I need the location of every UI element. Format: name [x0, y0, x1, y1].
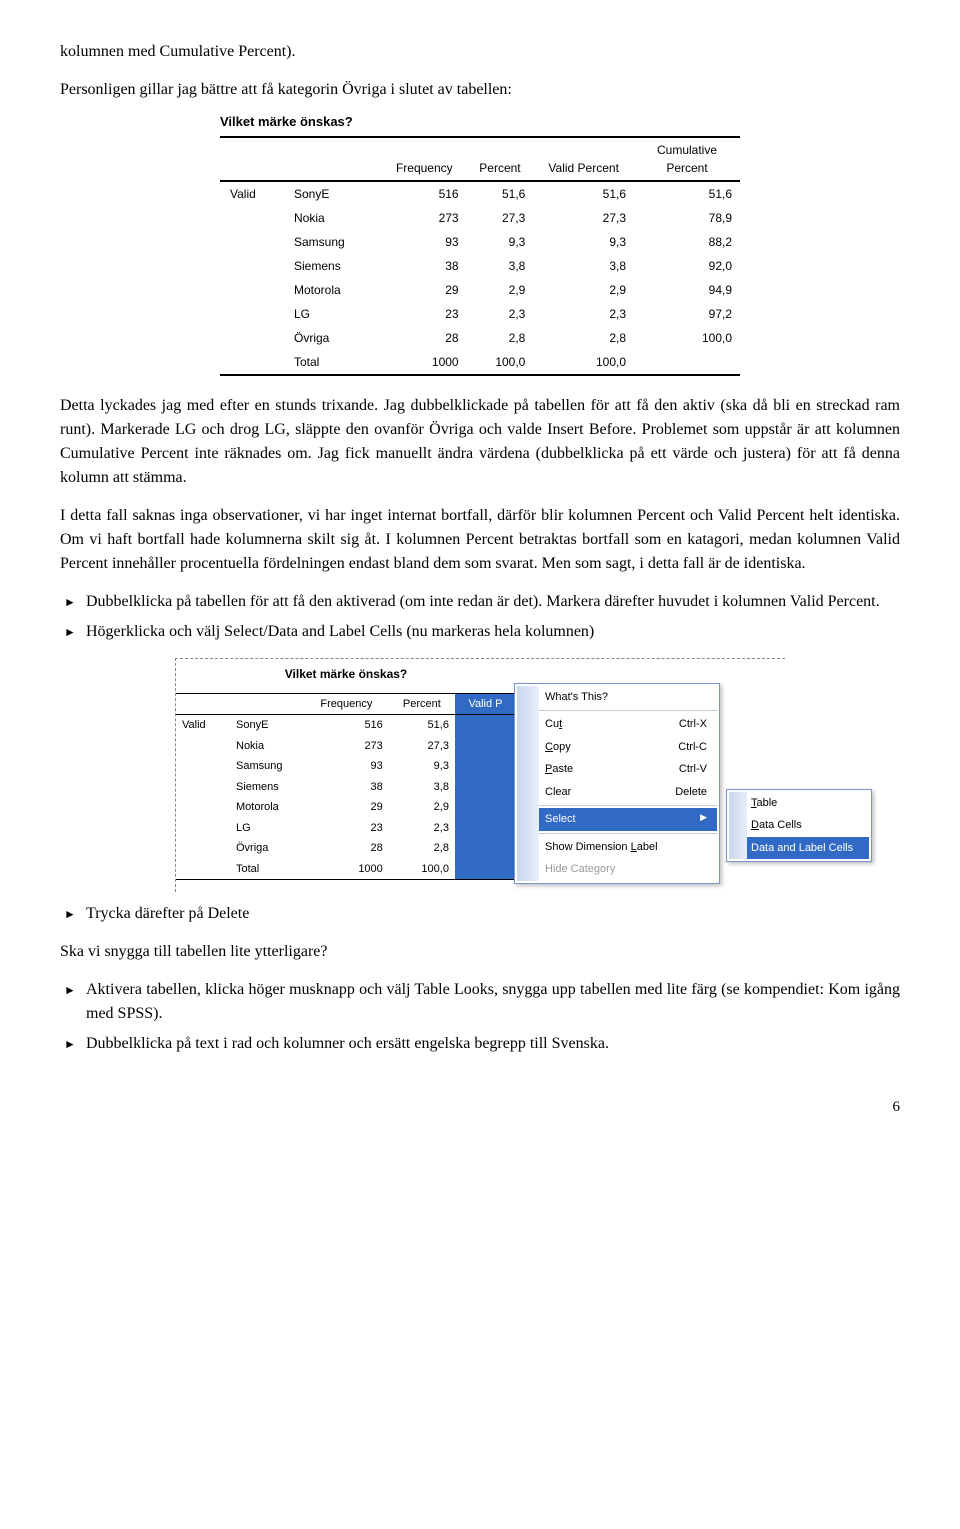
table-cell: 92,0	[634, 254, 740, 278]
table-cell: 94,9	[634, 278, 740, 302]
table-cell: 78,9	[634, 206, 740, 230]
submenu-item[interactable]: Table	[729, 792, 869, 815]
table-cell	[634, 350, 740, 375]
menu-item[interactable]: ClearDelete	[539, 781, 717, 804]
menu-item[interactable]: What's This?	[539, 686, 717, 709]
mock-col-frequency: Frequency	[304, 693, 389, 715]
table-row-label: Nokia	[286, 206, 382, 230]
bullet-list-2: Trycka därefter på Delete	[60, 902, 900, 926]
col-cumulative-percent: Cumulative Percent	[634, 137, 740, 181]
intro-line-1: kolumnen med Cumulative Percent).	[60, 40, 900, 64]
table-row-label: Motorola	[286, 278, 382, 302]
table-cell: 27,3	[533, 206, 634, 230]
table-cell: 1000	[382, 350, 467, 375]
table-cell: 9,3	[533, 230, 634, 254]
menu-item[interactable]: PasteCtrl-V	[539, 758, 717, 781]
table-cell: 97,2	[634, 302, 740, 326]
intro-line-2: Personligen gillar jag bättre att få kat…	[60, 78, 900, 102]
table-cell: 27,3	[467, 206, 534, 230]
table-row-label: LG	[286, 302, 382, 326]
table-cell: 51,6	[634, 181, 740, 206]
table-cell: 38	[382, 254, 467, 278]
paragraph-1: Detta lyckades jag med efter en stunds t…	[60, 394, 900, 490]
bullet-list-1: Dubbelklicka på tabellen för att få den …	[60, 590, 900, 644]
table-cell: 3,8	[533, 254, 634, 278]
paragraph-2: I detta fall saknas inga observationer, …	[60, 504, 900, 576]
table-cell: 2,8	[467, 326, 534, 350]
menu-item[interactable]: Show Dimension Label	[539, 836, 717, 859]
mock-table-title: Vilket märke önskas?	[176, 659, 516, 693]
table-row-label: Total	[286, 350, 382, 375]
table-cell: 273	[382, 206, 467, 230]
table-cell: 51,6	[467, 181, 534, 206]
menu-item[interactable]: CopyCtrl-C	[539, 736, 717, 759]
table-row-label: Samsung	[286, 230, 382, 254]
bullet-item: Aktivera tabellen, klicka höger musknapp…	[86, 978, 900, 1026]
col-valid-percent: Valid Percent	[533, 137, 634, 181]
paragraph-3: Ska vi snygga till tabellen lite ytterli…	[60, 940, 900, 964]
table-cell: 516	[382, 181, 467, 206]
table-cell: 100,0	[634, 326, 740, 350]
table-cell: 100,0	[467, 350, 534, 375]
submenu-item[interactable]: Data Cells	[729, 814, 869, 837]
menu-item[interactable]: Select▶	[539, 808, 717, 831]
frequency-table-title: Vilket märke önskas?	[220, 112, 740, 132]
mock-col-validp[interactable]: Valid P	[455, 693, 516, 715]
table-cell: 29	[382, 278, 467, 302]
table-row-label: Siemens	[286, 254, 382, 278]
table-cell: 100,0	[533, 350, 634, 375]
bullet-list-3: Aktivera tabellen, klicka höger musknapp…	[60, 978, 900, 1056]
table-cell: 28	[382, 326, 467, 350]
table-cell: 93	[382, 230, 467, 254]
bullet-item: Dubbelklicka på text i rad och kolumner …	[86, 1032, 900, 1056]
bullet-item: Trycka därefter på Delete	[86, 902, 900, 926]
page-number: 6	[60, 1096, 900, 1119]
bullet-item: Dubbelklicka på tabellen för att få den …	[86, 590, 900, 614]
menu-item[interactable]: CutCtrl-X	[539, 713, 717, 736]
table-cell: 51,6	[533, 181, 634, 206]
table-cell: 2,9	[467, 278, 534, 302]
col-frequency: Frequency	[382, 137, 467, 181]
table-cell: 23	[382, 302, 467, 326]
table-cell: 2,3	[533, 302, 634, 326]
table-row-label: SonyE	[286, 181, 382, 206]
menu-item: Hide Category	[539, 858, 717, 881]
table-cell: 3,8	[467, 254, 534, 278]
mock-col-percent: Percent	[389, 693, 455, 715]
table-cell: 88,2	[634, 230, 740, 254]
bullet-item: Högerklicka och välj Select/Data and Lab…	[86, 620, 900, 644]
submenu-item[interactable]: Data and Label Cells	[729, 837, 869, 860]
table-row-label: Övriga	[286, 326, 382, 350]
table-cell: 9,3	[467, 230, 534, 254]
table-cell: 2,3	[467, 302, 534, 326]
table-cell: 2,9	[533, 278, 634, 302]
context-menu[interactable]: What's This? CutCtrl-XCopyCtrl-CPasteCtrl…	[514, 683, 720, 884]
frequency-table-wrap: Vilket märke önskas? Frequency Percent V…	[220, 112, 740, 376]
context-submenu[interactable]: TableData CellsData and Label Cells	[726, 789, 872, 863]
context-menu-screenshot: Vilket märke önskas? Frequency Percent V…	[175, 658, 785, 892]
col-percent: Percent	[467, 137, 534, 181]
table-cell: 2,8	[533, 326, 634, 350]
frequency-table: Frequency Percent Valid Percent Cumulati…	[220, 136, 740, 376]
